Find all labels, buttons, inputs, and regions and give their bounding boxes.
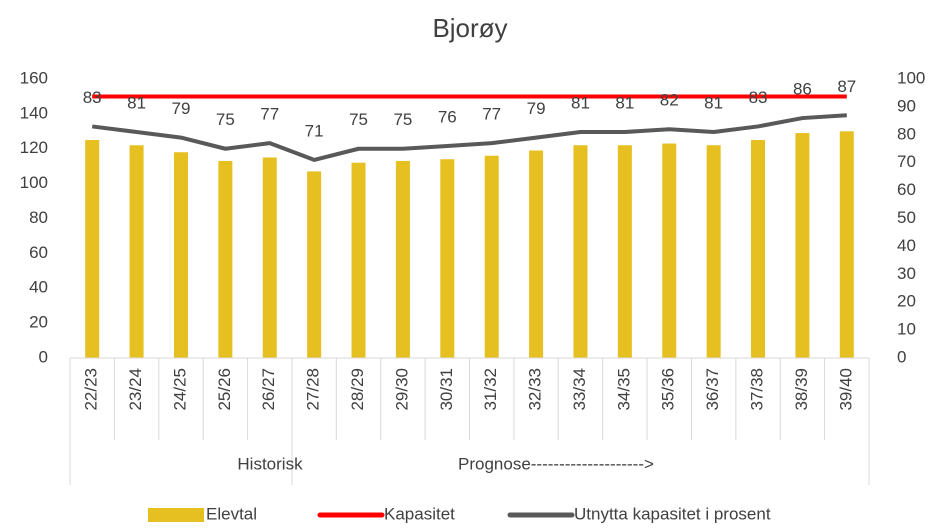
y2-tick-label: 40	[897, 236, 916, 255]
x-tick-label: 23/24	[126, 368, 145, 411]
y-tick-label: 20	[29, 313, 48, 332]
data-label: 79	[527, 99, 546, 118]
x-tick-label: 32/33	[526, 368, 545, 411]
group-label: Prognose-------------------->	[458, 454, 654, 473]
x-tick-label: 35/36	[659, 368, 678, 411]
y-tick-label: 40	[29, 278, 48, 297]
legend-label: Utnytta kapasitet i prosent	[574, 504, 771, 523]
bar	[617, 145, 632, 358]
data-label: 79	[172, 99, 191, 118]
data-label: 81	[615, 93, 634, 112]
y2-tick-label: 70	[897, 152, 916, 171]
x-tick-label: 30/31	[437, 368, 456, 411]
y2-tick-label: 90	[897, 96, 916, 115]
x-tick-label: 22/23	[82, 368, 101, 411]
y2-tick-label: 100	[897, 68, 925, 87]
bar	[795, 133, 810, 358]
x-tick-label: 36/37	[703, 368, 722, 411]
x-tick-label: 37/38	[748, 368, 767, 411]
data-label: 76	[438, 107, 457, 126]
bar	[751, 140, 766, 358]
data-label: 71	[305, 121, 324, 140]
x-tick-label: 34/35	[614, 368, 633, 411]
y-tick-label: 60	[29, 243, 48, 262]
x-tick-label: 29/30	[392, 368, 411, 411]
x-tick-label: 25/26	[215, 368, 234, 411]
data-label: 83	[83, 88, 102, 107]
y-tick-label: 100	[20, 173, 48, 192]
y-tick-label: 0	[39, 347, 48, 366]
y-tick-label: 160	[20, 68, 48, 87]
y2-tick-label: 80	[897, 124, 916, 143]
y2-tick-label: 0	[897, 347, 906, 366]
bar	[706, 145, 721, 358]
x-tick-label: 26/27	[259, 368, 278, 411]
y2-tick-label: 50	[897, 208, 916, 227]
bar	[484, 155, 499, 358]
chart-title: Bjorøy	[432, 13, 507, 43]
bar	[262, 157, 277, 358]
data-label: 81	[704, 93, 723, 112]
data-label: 81	[127, 93, 146, 112]
data-label: 77	[482, 105, 501, 124]
data-label: 86	[793, 80, 812, 99]
data-label: 87	[837, 77, 856, 96]
legend-swatch	[148, 508, 204, 522]
bar	[351, 162, 366, 358]
bar	[395, 160, 410, 358]
data-label: 75	[216, 110, 235, 129]
y-tick-label: 140	[20, 103, 48, 122]
bar	[85, 140, 100, 358]
bar	[129, 145, 144, 358]
bar	[440, 159, 455, 358]
bar	[307, 171, 322, 358]
x-tick-label: 33/34	[570, 368, 589, 411]
y2-tick-label: 30	[897, 264, 916, 283]
x-tick-label: 38/39	[792, 368, 811, 411]
y2-tick-label: 20	[897, 292, 916, 311]
x-tick-label: 39/40	[836, 368, 855, 411]
x-tick-label: 27/28	[304, 368, 323, 411]
legend-label: Elevtal	[206, 504, 257, 523]
x-tick-label: 24/25	[170, 368, 189, 411]
x-tick-label: 31/32	[481, 368, 500, 411]
y-tick-label: 80	[29, 208, 48, 227]
group-label: Historisk	[237, 454, 303, 473]
data-label: 77	[260, 105, 279, 124]
data-label: 75	[349, 110, 368, 129]
line	[91, 113, 847, 162]
bar	[839, 131, 854, 358]
y-tick-label: 120	[20, 138, 48, 157]
bar	[173, 152, 188, 358]
bar	[218, 160, 233, 358]
data-label: 83	[749, 88, 768, 107]
y2-tick-label: 10	[897, 320, 916, 339]
data-label: 82	[660, 91, 679, 110]
x-tick-label: 28/29	[348, 368, 367, 411]
data-label: 81	[571, 93, 590, 112]
bar	[573, 145, 588, 358]
y2-tick-label: 60	[897, 180, 916, 199]
legend-label: Kapasitet	[384, 504, 455, 523]
bar	[662, 143, 677, 358]
data-label: 75	[393, 110, 412, 129]
bar	[529, 150, 544, 358]
